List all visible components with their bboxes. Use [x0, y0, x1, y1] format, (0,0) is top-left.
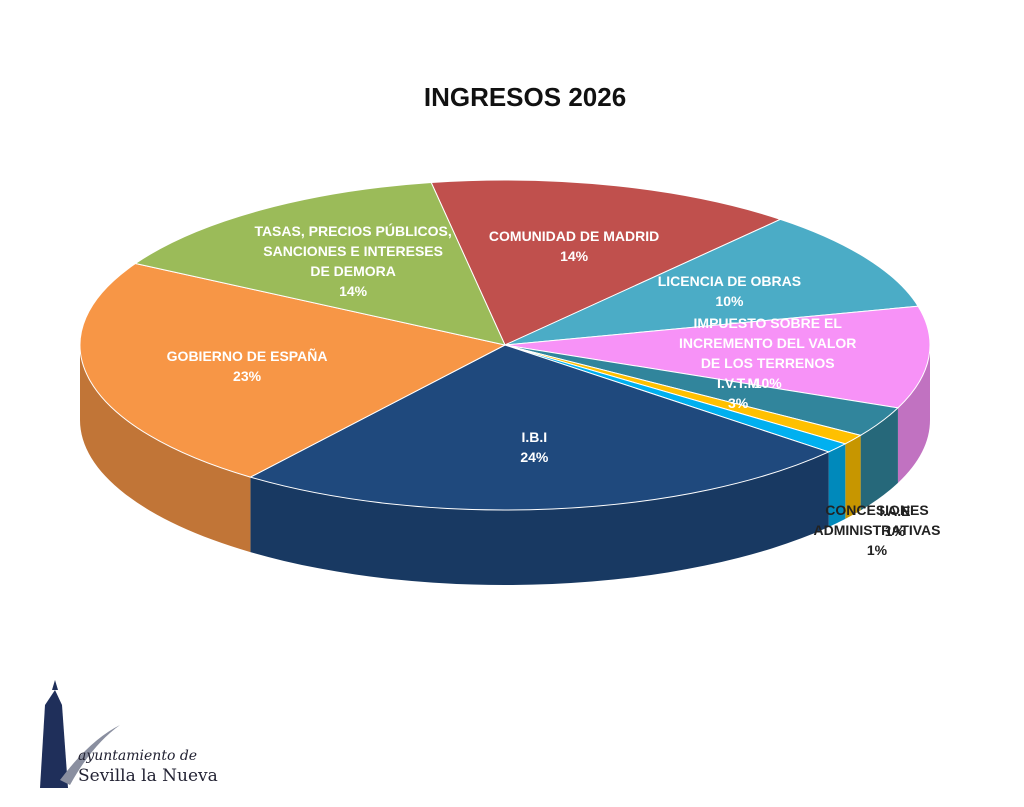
label-value: 3%	[727, 394, 749, 411]
label-name: I.A.E	[879, 502, 911, 519]
slice-side	[250, 451, 829, 585]
label-value: 24%	[520, 448, 549, 465]
label-name: LICENCIA DE OBRAS	[657, 273, 802, 290]
logo-icon	[40, 680, 120, 788]
slice	[79, 262, 507, 478]
label-name: TASAS, PRECIOS PÚBLICOS, SANCIONES E INT…	[254, 223, 452, 280]
chart-title: INGRESOS 2026	[423, 82, 627, 112]
slice-side	[828, 443, 846, 527]
label-value: 14%	[339, 283, 368, 300]
logo-text: ayuntamiento de	[78, 748, 198, 764]
data-label: TASAS, PRECIOS PÚBLICOS, SANCIONES E INT…	[253, 221, 453, 301]
logo-text: Sevilla la Nueva	[78, 766, 218, 786]
label-value: 14%	[560, 248, 589, 265]
data-label: CONCESIONES ADMINISTRATIVAS 1%	[777, 500, 977, 560]
slice-side	[860, 407, 898, 511]
label-name: I.B.I	[521, 428, 548, 445]
slice	[504, 305, 931, 409]
data-label: I.B.I 24%	[434, 427, 634, 467]
data-label: IMPUESTO SOBRE EL INCREMENTO DEL VALOR D…	[668, 313, 868, 393]
label-value: 1%	[866, 542, 888, 559]
slice-sides	[80, 345, 930, 585]
label-value: 23%	[233, 367, 262, 384]
label-name: CONCESIONES ADMINISTRATIVAS	[813, 502, 941, 539]
data-label: LICENCIA DE OBRAS 10%	[629, 271, 829, 311]
slice	[430, 179, 782, 346]
label-value: 1%	[884, 522, 906, 539]
slice	[134, 181, 506, 346]
label-value: 10%	[715, 293, 744, 310]
data-label: COMUNIDAD DE MADRID 14%	[474, 226, 674, 266]
label-value: 10%	[753, 374, 782, 391]
slice-side	[897, 345, 930, 483]
slice	[504, 218, 919, 346]
data-label: I.A.E 1%	[795, 501, 995, 541]
data-label: I.V.T.M 3%	[638, 373, 838, 413]
label-name: I.V.T.M	[716, 374, 760, 391]
slice-side	[845, 435, 861, 519]
label-name: COMUNIDAD DE MADRID	[488, 228, 660, 245]
slice	[249, 344, 831, 511]
data-label: GOBIERNO DE ESPAÑA 23%	[147, 346, 347, 386]
slice-tops	[79, 179, 931, 511]
slice-side	[80, 345, 251, 553]
label-name: IMPUESTO SOBRE EL INCREMENTO DEL VALOR D…	[679, 314, 857, 371]
label-name: GOBIERNO DE ESPAÑA	[166, 347, 328, 364]
